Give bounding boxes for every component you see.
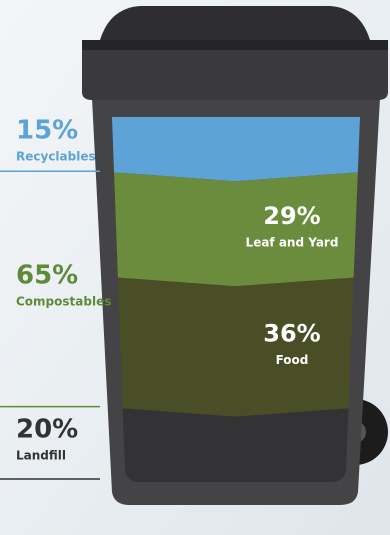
lid-rim [82, 40, 388, 50]
fill-layer [112, 276, 360, 417]
fill-layers [112, 117, 360, 482]
part-value: 36% [263, 319, 320, 347]
lid [82, 48, 388, 100]
fill-layer [112, 171, 360, 287]
part-name: Food [276, 353, 309, 367]
segment-value: 20% [16, 414, 78, 444]
segment-name: Recyclables [16, 150, 96, 164]
part-name: Leaf and Yard [246, 235, 339, 249]
lid-top [100, 6, 370, 40]
part-value: 29% [263, 202, 320, 230]
fill-layer [112, 117, 360, 182]
segment-value: 65% [16, 260, 78, 290]
segment-name: Landfill [16, 448, 66, 462]
segment-value: 15% [16, 116, 78, 146]
labels: 15% Recyclables 29% Leaf and Yard 36% Food 65%… [0, 116, 339, 480]
fill-layer [112, 406, 360, 482]
segment-name: Compostables [16, 294, 111, 308]
